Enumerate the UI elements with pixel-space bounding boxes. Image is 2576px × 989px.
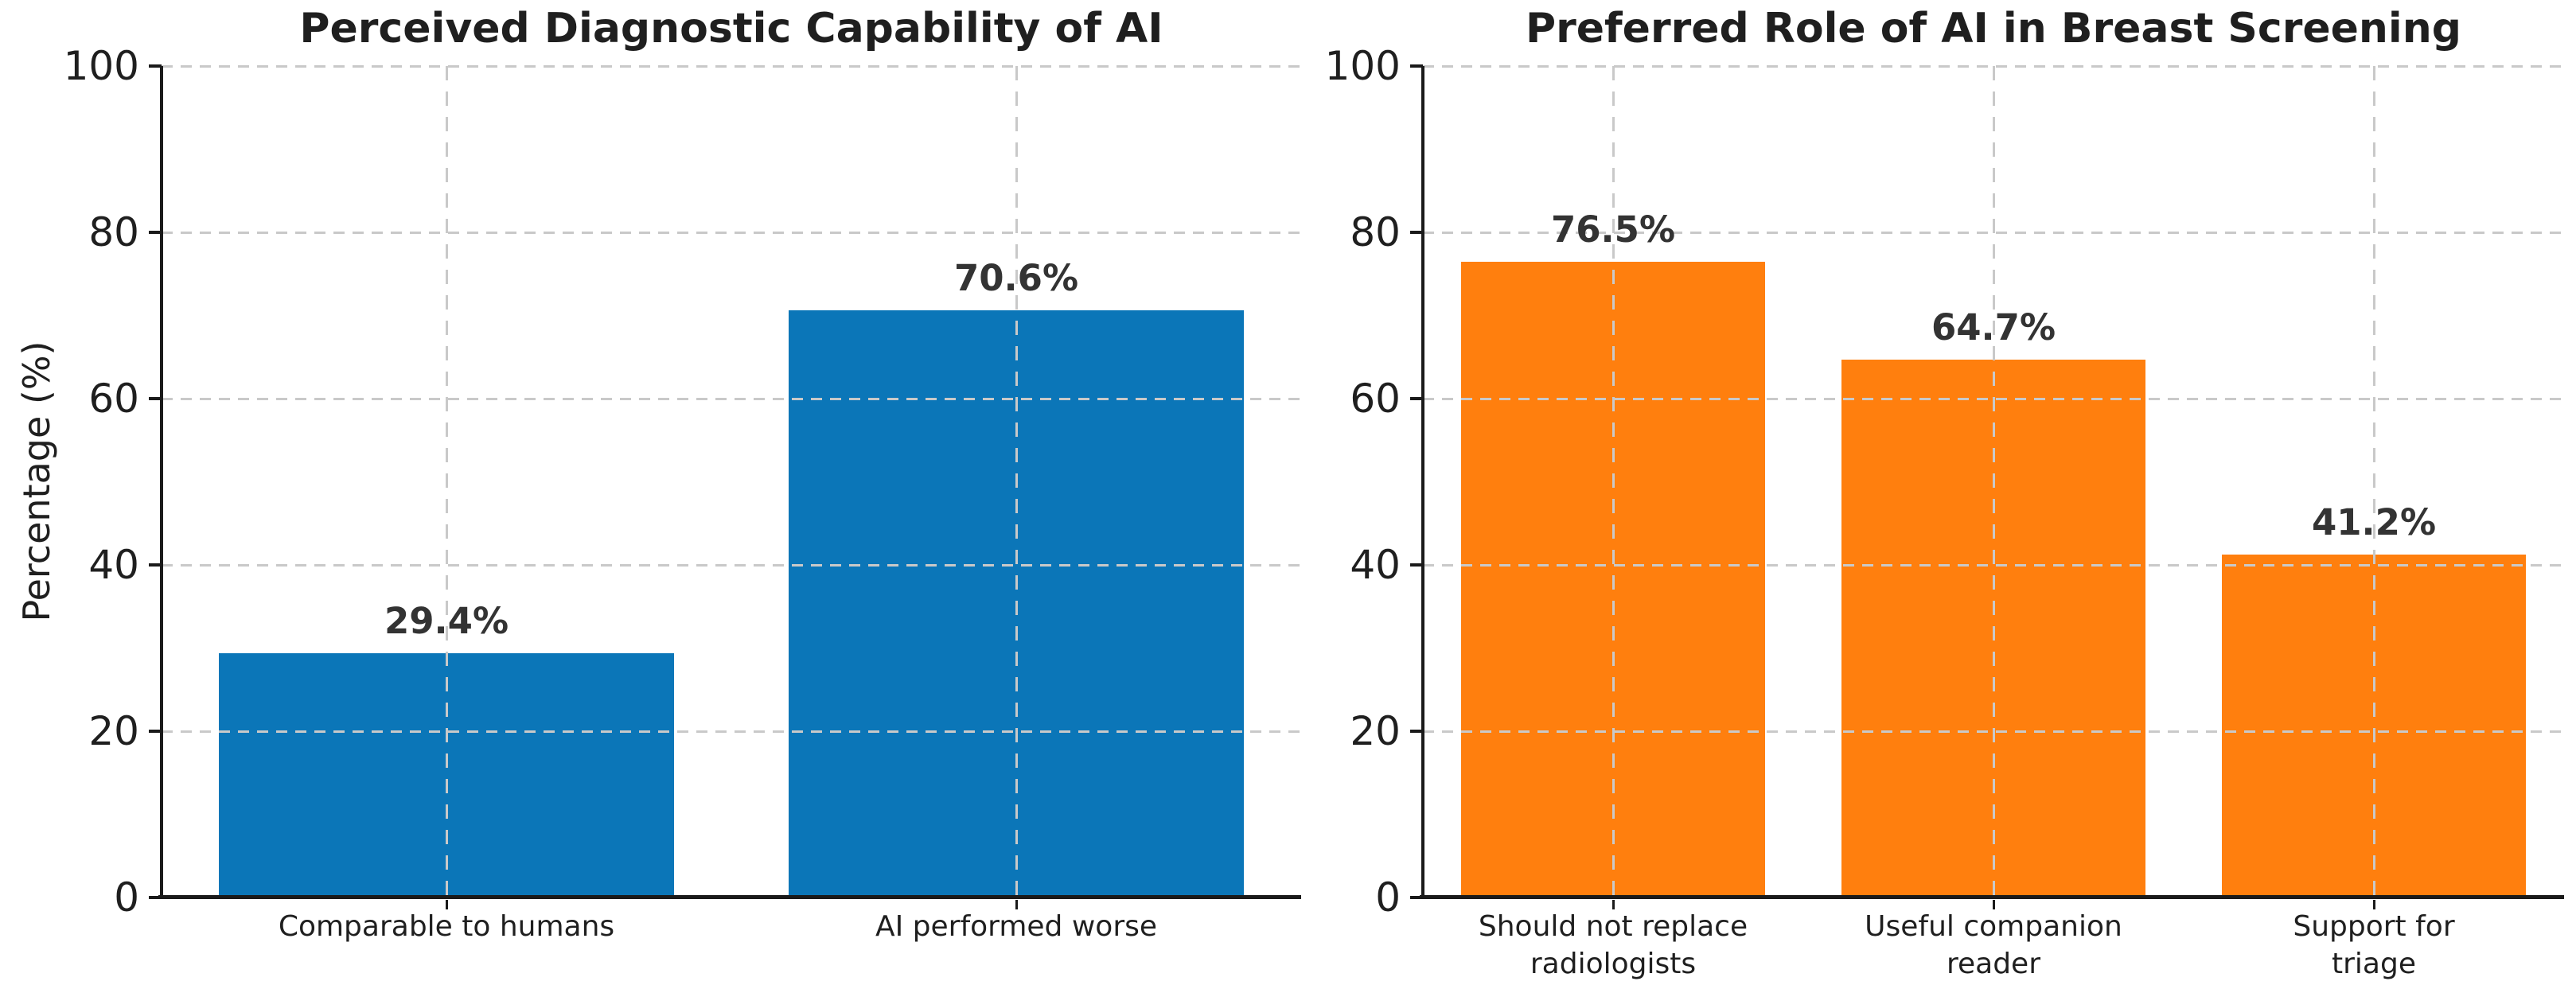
y-tick-label: 60 [1350,376,1401,422]
bar-value-label: 76.5% [1550,208,1676,251]
y-tick-mark [149,730,162,733]
y-tick-label: 0 [1375,874,1401,921]
x-tick-mark [2372,900,2375,909]
y-tick-label: 60 [88,376,139,422]
y-tick-mark [149,64,162,68]
y-tick-label: 40 [1350,542,1401,588]
y-axis-spine [160,66,163,899]
x-axis-spine [158,895,1301,899]
x-tick-label: AI performed worse [875,910,1158,943]
bar-value-label: 41.2% [2311,501,2437,544]
horizontal-gridline [1423,64,2564,68]
y-tick-mark [1410,397,1423,400]
vertical-gridline [1611,66,1615,897]
plot-area: Comparable to humans 29.4% AI performed wo… [64,43,1301,943]
y-tick-label: 100 [63,43,139,89]
horizontal-gridline [1423,231,2564,234]
y-tick-label: 80 [1350,209,1401,255]
y-tick-label: 20 [88,708,139,754]
y-tick-label: 40 [88,542,139,588]
y-tick-mark [149,231,162,234]
y-tick-mark [149,563,162,567]
horizontal-gridline [1423,563,2564,567]
horizontal-gridline [162,730,1301,733]
vertical-gridline [1992,66,1995,897]
y-tick-label: 80 [88,209,139,255]
x-tick-label: Support for triage [2293,910,2455,980]
plot-area: Should not replace radiologists 76.5% Usef… [1325,43,2564,980]
x-tick-label: Comparable to humans [278,910,615,943]
bar-value-label: 70.6% [953,257,1079,300]
x-tick-mark [1611,900,1615,909]
y-tick-mark [149,896,162,899]
y-tick-label: 20 [1350,708,1401,754]
bar-value-label: 29.4% [384,599,509,642]
bar-value-label: 64.7% [1931,306,2056,348]
chart-title: Preferred Role of AI in Breast Screening [1526,5,2461,53]
y-tick-mark [1410,896,1423,899]
x-tick-label: Useful companion reader [1865,910,2122,980]
vertical-gridline [445,66,448,897]
chart-title: Perceived Diagnostic Capability of AI [299,5,1163,53]
horizontal-gridline [162,397,1301,400]
horizontal-gridline [162,563,1301,567]
horizontal-gridline [162,64,1301,68]
horizontal-gridline [1423,730,2564,733]
horizontal-gridline [1423,397,2564,400]
x-tick-mark [1992,900,1995,909]
y-axis-spine [1421,66,1424,899]
y-tick-mark [1410,563,1423,567]
horizontal-gridline [162,231,1301,234]
x-axis-spine [1420,895,2564,899]
y-tick-label: 100 [1324,43,1401,89]
y-tick-mark [1410,64,1423,68]
y-tick-mark [149,397,162,400]
x-tick-label: Should not replace radiologists [1478,910,1748,980]
y-tick-mark [1410,231,1423,234]
y-tick-label: 0 [114,874,139,921]
vertical-gridline [1015,66,1018,897]
y-tick-mark [1410,730,1423,733]
x-tick-mark [445,900,448,909]
vertical-gridline [2372,66,2375,897]
x-tick-mark [1015,900,1018,909]
